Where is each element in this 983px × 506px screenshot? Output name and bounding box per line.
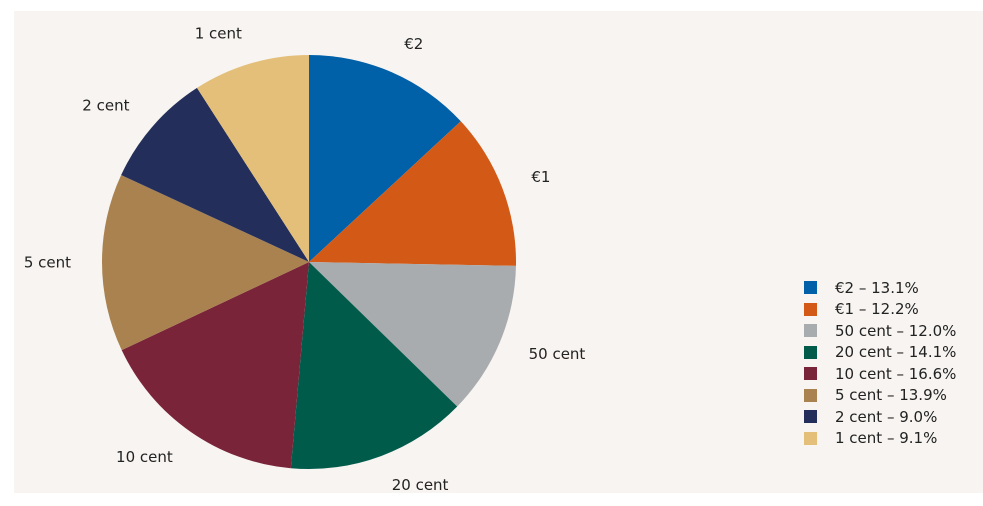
slice-label: 1 cent: [195, 25, 242, 43]
slice-label: €1: [531, 168, 550, 186]
pie-slice: [121, 87, 309, 262]
slice-label: 50 cent: [529, 345, 586, 363]
slice-label: 2 cent: [82, 97, 129, 115]
pie-slice: [121, 262, 309, 469]
legend-label: 5 cent – 13.9%: [835, 386, 947, 405]
legend-item: 20 cent – 14.1%: [804, 342, 956, 364]
pie-slice: [309, 262, 516, 407]
slice-label: 10 cent: [116, 448, 173, 466]
legend-label: €2 – 13.1%: [835, 278, 919, 297]
legend-item: 1 cent – 9.1%: [804, 428, 956, 450]
legend-swatch: [804, 324, 817, 338]
legend-label: 20 cent – 14.1%: [835, 343, 957, 362]
legend-item: 2 cent – 9.0%: [804, 406, 956, 428]
pie-slice: [196, 55, 309, 262]
legend-label: 1 cent – 9.1%: [835, 429, 938, 448]
legend-swatch: [804, 345, 817, 359]
legend-swatch: [804, 388, 817, 402]
legend-label: €1 – 12.2%: [835, 300, 919, 319]
legend-swatch: [804, 431, 817, 445]
legend-item: 5 cent – 13.9%: [804, 385, 956, 407]
chart-legend: €2 – 13.1% €1 – 12.2% 50 cent – 12.0% 20 ce…: [804, 277, 956, 449]
legend-label: 2 cent – 9.0%: [835, 407, 938, 426]
slice-label: 20 cent: [392, 476, 449, 494]
legend-swatch: [804, 302, 817, 316]
legend-item: 10 cent – 16.6%: [804, 363, 956, 385]
legend-item: €2 – 13.1%: [804, 277, 956, 299]
slice-label: €2: [404, 35, 423, 53]
legend-label: 50 cent – 12.0%: [835, 321, 957, 340]
slice-label: 5 cent: [24, 254, 71, 272]
pie-slice: [309, 121, 516, 266]
legend-label: 10 cent – 16.6%: [835, 364, 957, 383]
legend-swatch: [804, 410, 817, 424]
pie-slice: [309, 55, 461, 262]
legend-swatch: [804, 367, 817, 381]
legend-swatch: [804, 281, 817, 295]
pie-slice: [101, 175, 309, 351]
legend-item: 50 cent – 12.0%: [804, 320, 956, 342]
legend-item: €1 – 12.2%: [804, 299, 956, 321]
pie-slice: [290, 262, 458, 469]
